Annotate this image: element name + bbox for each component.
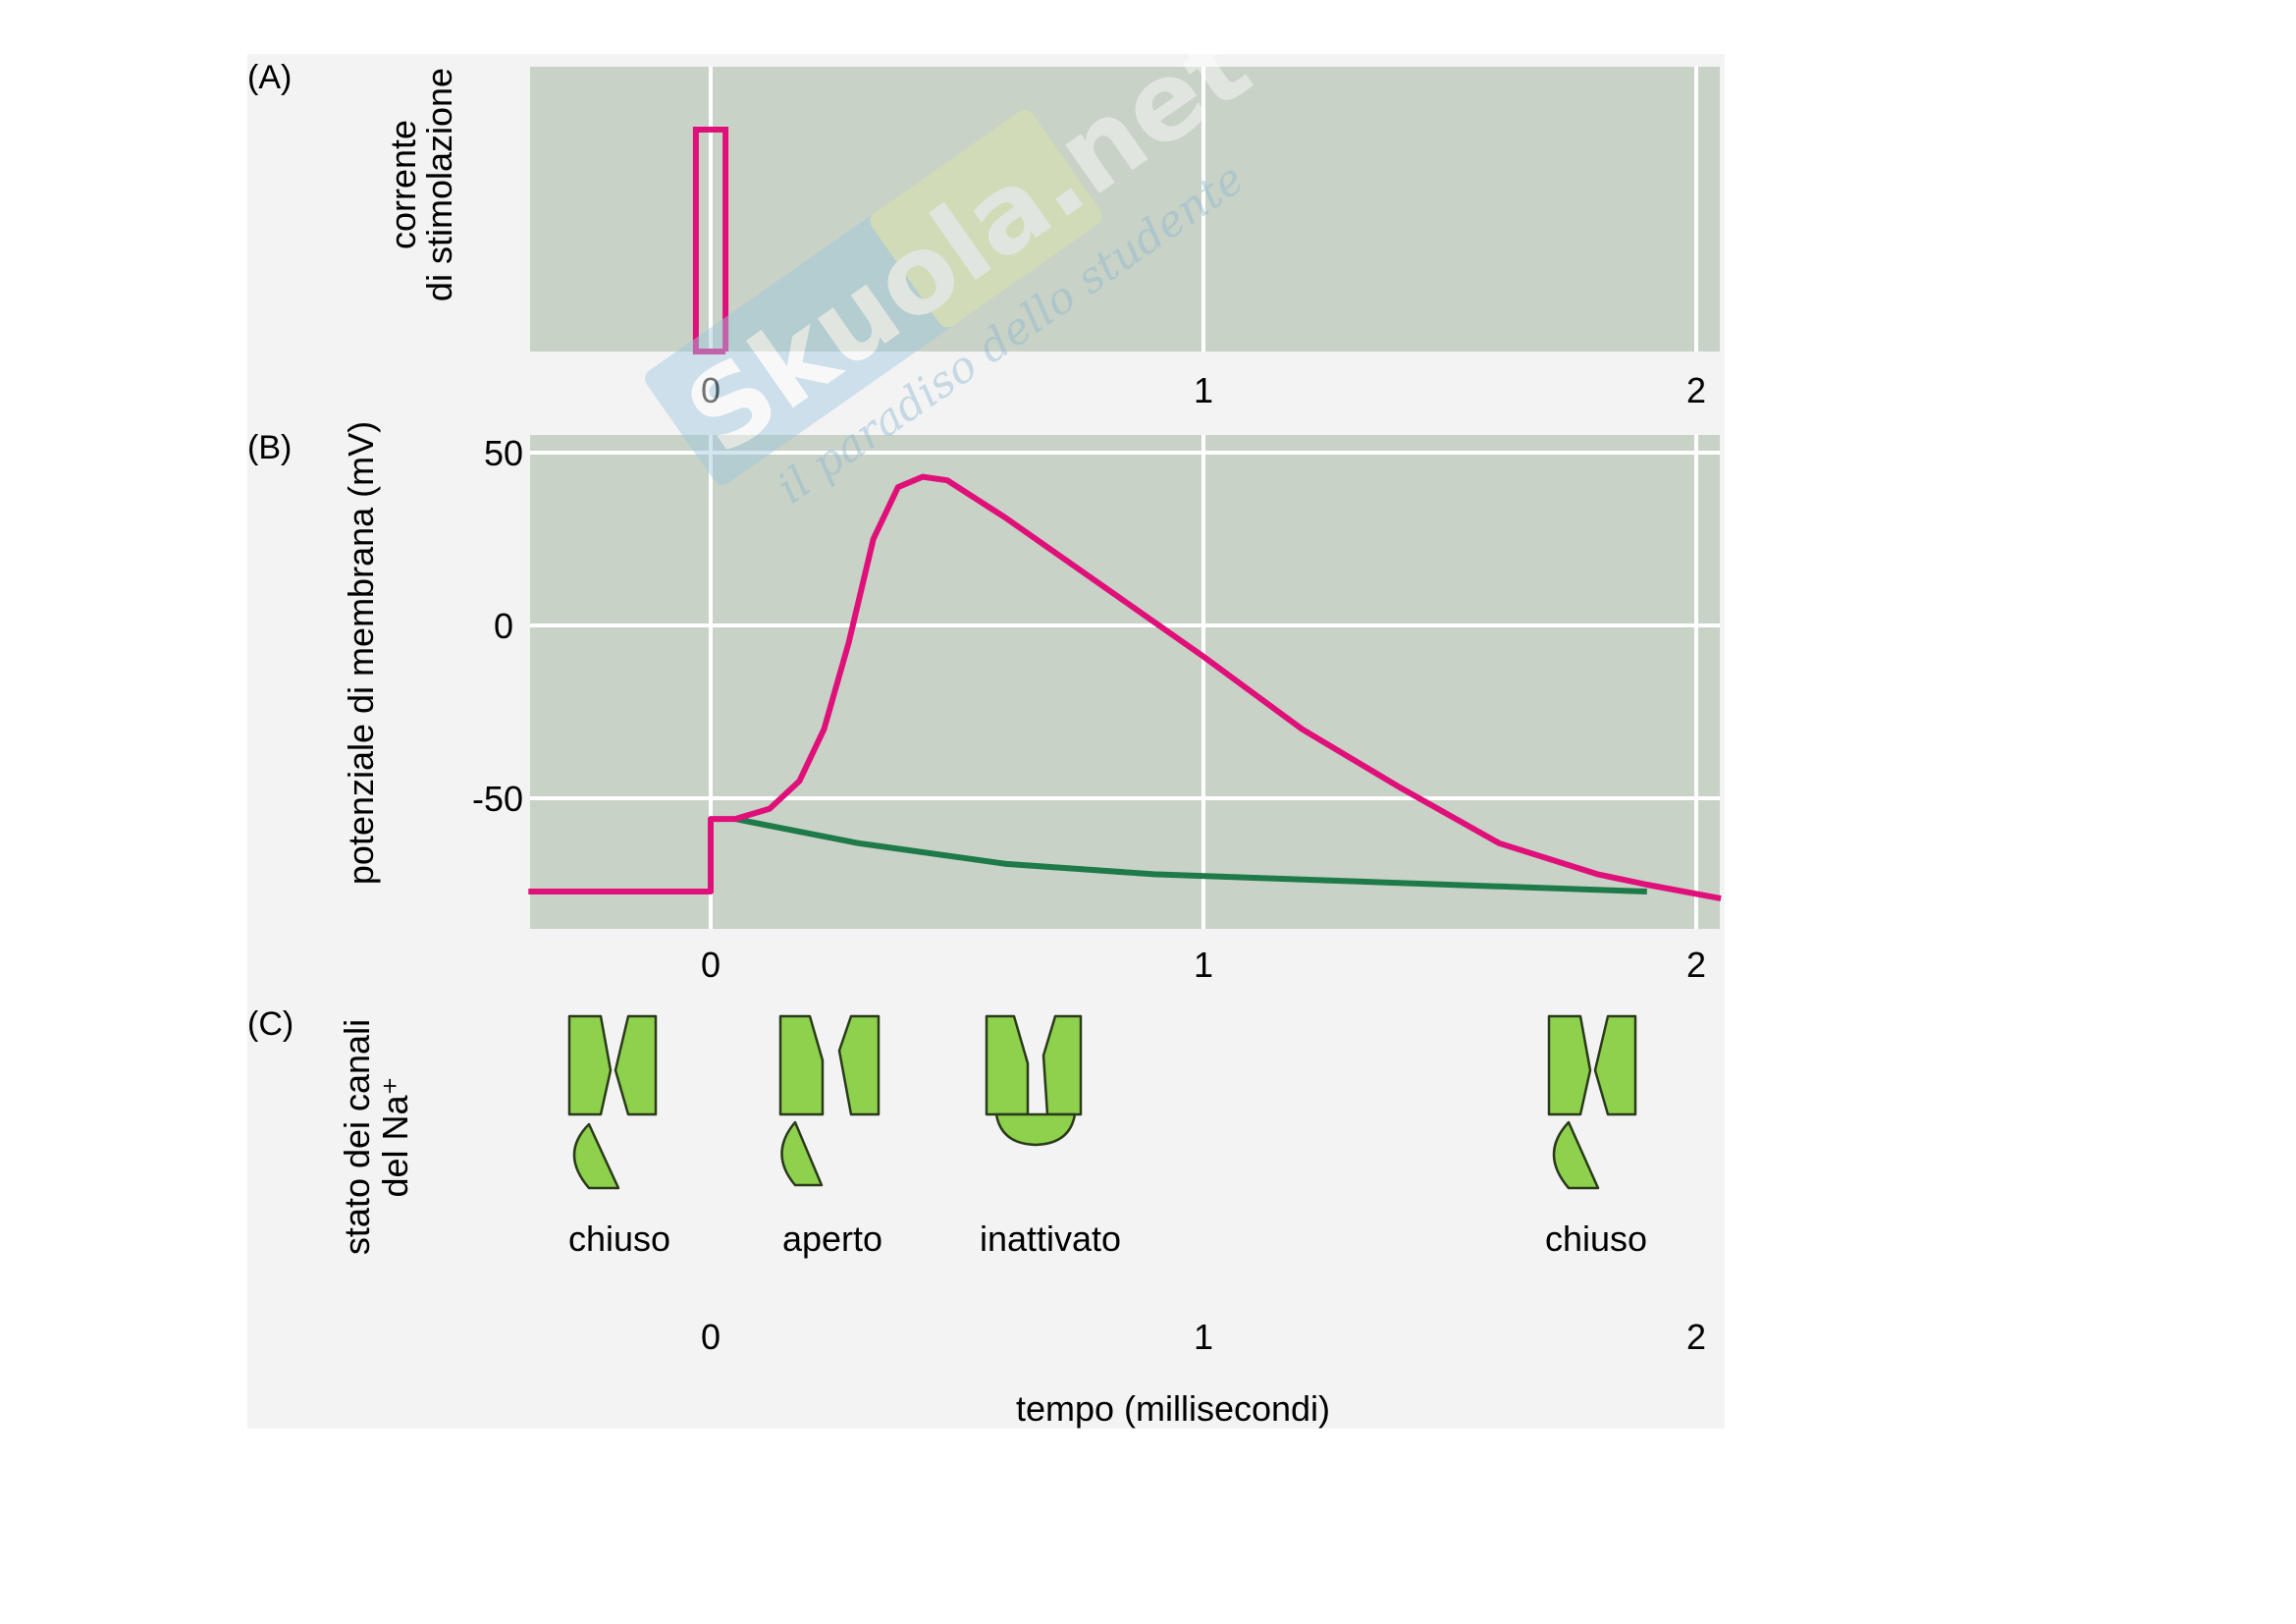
x-axis-title: tempo (millisecondi) (1016, 1388, 1330, 1429)
action-potential-line (528, 473, 1722, 902)
panel-b: potenziale di membrana (mV) 50 0 -50 0 1… (341, 421, 1722, 985)
state-label-closed-final: chiuso (1545, 1218, 1647, 1259)
panel-a-x-tick-2: 2 (1686, 370, 1706, 410)
panel-a-x-tick-1: 1 (1194, 370, 1213, 410)
channel-open-icon (778, 1014, 881, 1187)
state-label-closed: chiuso (568, 1218, 670, 1259)
panel-letter-c: (C) (247, 1005, 294, 1043)
panel-a-ylabel-line-1: corrente (383, 120, 423, 249)
panel-a-grid (709, 67, 1698, 352)
panel-c-x-tick-0: 0 (701, 1317, 721, 1357)
state-label-open: aperto (782, 1218, 882, 1259)
panel-c-ylabel-line-1: stato dei canali (337, 1019, 377, 1255)
panel-b-plot-area (530, 435, 1720, 929)
panel-b-y-tick-minus50: -50 (472, 779, 523, 819)
channel-closed-icon (567, 1014, 658, 1190)
panel-c-x-tick-1: 1 (1194, 1317, 1213, 1357)
panel-b-x-tick-2: 2 (1686, 945, 1706, 985)
panel-b-x-tick-1: 1 (1194, 945, 1213, 985)
state-label-inactivated: inattivato (980, 1218, 1121, 1259)
panel-b-y-tick-0: 0 (494, 606, 513, 646)
panel-b-x-tick-0: 0 (701, 945, 721, 985)
panel-a-ylabel-line-2: di stimolazione (419, 68, 459, 301)
panel-b-y-tick-50: 50 (484, 433, 523, 473)
panel-c: stato dei canali del Na⁺ chiuso aperto (337, 1014, 1706, 1429)
panel-letter-b: (B) (247, 429, 292, 466)
green-trace-line (734, 816, 1647, 894)
channel-closed-icon (1547, 1014, 1637, 1190)
panel-b-ylabel: potenziale di membrana (mV) (341, 421, 381, 885)
panel-c-x-tick-2: 2 (1686, 1317, 1706, 1357)
panel-a: corrente di stimolazione 0 1 2 (383, 67, 1720, 410)
panel-a-x-tick-0: 0 (701, 370, 721, 410)
panel-letter-a: (A) (247, 59, 292, 96)
panel-c-ylabel-line-2: del Na⁺ (375, 1076, 415, 1197)
channel-inactivated-icon (985, 1014, 1083, 1147)
stimulus-pulse-line (692, 127, 729, 354)
